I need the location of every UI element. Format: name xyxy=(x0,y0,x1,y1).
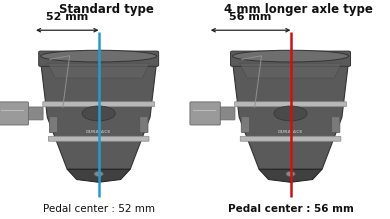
Ellipse shape xyxy=(274,106,307,121)
Polygon shape xyxy=(259,169,322,182)
FancyBboxPatch shape xyxy=(50,117,58,132)
FancyBboxPatch shape xyxy=(240,136,341,141)
FancyBboxPatch shape xyxy=(241,117,250,132)
Ellipse shape xyxy=(82,106,115,121)
Ellipse shape xyxy=(232,50,349,62)
Polygon shape xyxy=(232,61,349,169)
Text: Standard type: Standard type xyxy=(59,3,154,16)
Circle shape xyxy=(286,171,295,177)
FancyBboxPatch shape xyxy=(190,102,220,125)
FancyBboxPatch shape xyxy=(230,51,351,66)
FancyBboxPatch shape xyxy=(140,117,148,132)
Polygon shape xyxy=(48,63,150,78)
FancyBboxPatch shape xyxy=(235,102,346,107)
Text: DURA-ACE: DURA-ACE xyxy=(86,130,112,134)
FancyBboxPatch shape xyxy=(22,107,43,120)
Text: 4 mm longer axle type: 4 mm longer axle type xyxy=(224,3,373,16)
FancyBboxPatch shape xyxy=(48,136,149,141)
Polygon shape xyxy=(41,61,157,169)
Polygon shape xyxy=(67,169,130,182)
FancyBboxPatch shape xyxy=(39,51,159,66)
Text: Pedal center : 52 mm: Pedal center : 52 mm xyxy=(43,204,155,214)
Text: 56 mm: 56 mm xyxy=(229,12,272,22)
FancyBboxPatch shape xyxy=(332,117,340,132)
FancyBboxPatch shape xyxy=(214,107,235,120)
Text: Pedal center : 56 mm: Pedal center : 56 mm xyxy=(228,204,353,214)
Text: DURA-ACE: DURA-ACE xyxy=(278,130,303,134)
FancyBboxPatch shape xyxy=(0,102,28,125)
Polygon shape xyxy=(239,63,342,78)
Circle shape xyxy=(94,171,103,177)
Text: 52 mm: 52 mm xyxy=(46,12,89,22)
FancyBboxPatch shape xyxy=(43,102,154,107)
Ellipse shape xyxy=(41,50,157,62)
